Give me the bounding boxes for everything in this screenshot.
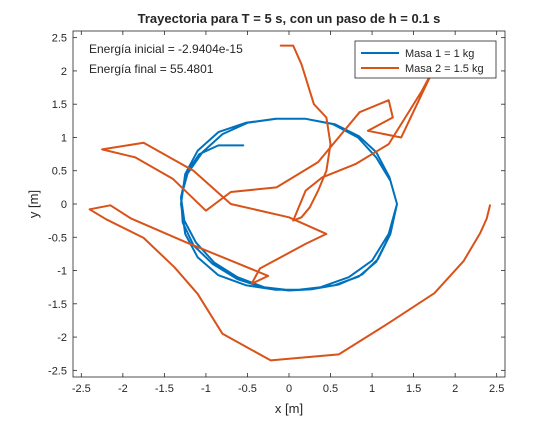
series-line-1 bbox=[180, 117, 398, 292]
x-tick-label: -0.5 bbox=[238, 383, 257, 395]
legend: Masa 1 = 1 kg Masa 2 = 1.5 kg bbox=[354, 40, 497, 79]
y-tick-label: 0 bbox=[61, 199, 67, 211]
x-tick-label: 2.5 bbox=[489, 383, 504, 395]
x-tick-label: 1 bbox=[369, 383, 375, 395]
x-tick-label: -2.5 bbox=[72, 383, 91, 395]
y-tick-label: -2.5 bbox=[48, 365, 67, 377]
x-tick-label: -1 bbox=[201, 383, 211, 395]
y-tick-label: 0.5 bbox=[52, 166, 67, 178]
x-tick-label: 1.5 bbox=[406, 383, 421, 395]
annotation-group: Energía inicial = -2.9404e-15 Energía fi… bbox=[89, 42, 243, 76]
x-axis-label: x [m] bbox=[275, 401, 303, 416]
x-tick-label: -1.5 bbox=[155, 383, 174, 395]
series-line-2 bbox=[88, 44, 491, 362]
annotation-initial-energy: Energía inicial = -2.9404e-15 bbox=[89, 42, 243, 56]
x-tick-label: 2 bbox=[452, 383, 458, 395]
annotation-final-energy: Energía final = 55.4801 bbox=[89, 62, 214, 76]
y-tick-label: -1 bbox=[57, 266, 67, 278]
ticks-group: -2.5 -2 -1.5 -1 -0.5 0 0.5 1 1.5 2 2.5 -2.5 -2 -1.5 -1… bbox=[48, 31, 505, 395]
y-tick-label: -2 bbox=[57, 332, 67, 344]
x-tick-label: 0 bbox=[286, 383, 292, 395]
series-group bbox=[88, 44, 491, 362]
y-axis-label: y [m] bbox=[26, 190, 41, 218]
legend-label-masa-2: Masa 2 = 1.5 kg bbox=[405, 63, 484, 75]
y-tick-label: 1 bbox=[61, 132, 67, 144]
x-tick-label: -2 bbox=[118, 383, 128, 395]
chart-title: Trayectoria para T = 5 s, con un paso de… bbox=[138, 11, 441, 26]
legend-box bbox=[354, 40, 497, 79]
y-tick-label: 2.5 bbox=[52, 33, 67, 45]
y-tick-label: 1.5 bbox=[52, 99, 67, 111]
legend-label-masa-1: Masa 1 = 1 kg bbox=[405, 48, 474, 60]
y-tick-label: -1.5 bbox=[48, 299, 67, 311]
axes-box bbox=[72, 30, 506, 378]
y-tick-label: -0.5 bbox=[48, 232, 67, 244]
y-tick-label: 2 bbox=[61, 66, 67, 78]
x-tick-label: 0.5 bbox=[323, 383, 338, 395]
